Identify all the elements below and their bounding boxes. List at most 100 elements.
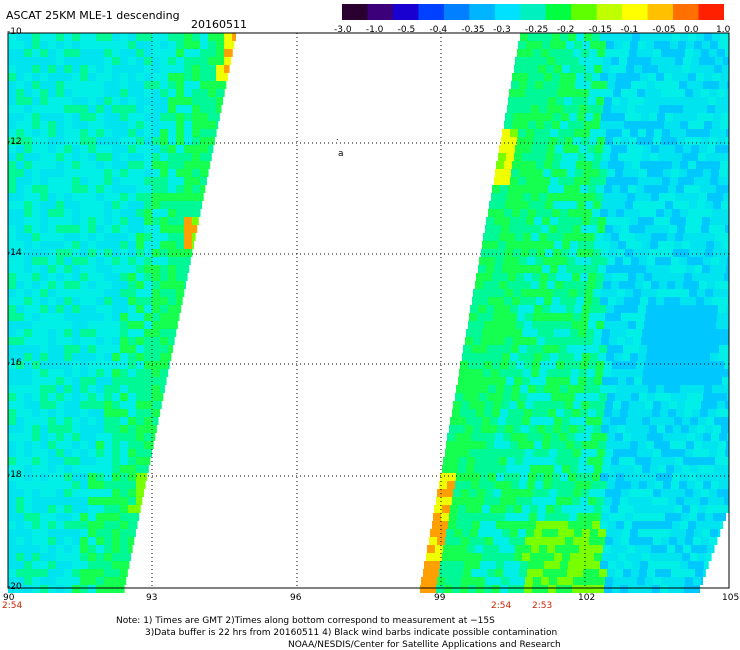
wind-cell-right: [535, 393, 543, 401]
wind-cell-right: [699, 105, 707, 113]
wind-cell-left: [32, 121, 40, 129]
wind-cell-left: [16, 305, 24, 313]
wind-cell-left: [104, 497, 112, 505]
wind-cell-left: [176, 129, 184, 137]
wind-cell-left: [144, 337, 152, 345]
wind-cell-left: [72, 497, 80, 505]
wind-cell-right: [643, 369, 651, 377]
wind-cell-right: [590, 41, 598, 49]
wind-cell-right: [686, 265, 694, 273]
wind-cell-right: [702, 41, 710, 49]
wind-cell-left: [48, 553, 56, 561]
wind-cell-left: [144, 409, 152, 417]
wind-cell-right: [689, 425, 697, 433]
wind-cell-left: [16, 161, 24, 169]
wind-cell-left: [120, 81, 128, 89]
wind-cell-left: [136, 441, 144, 449]
wind-cell-right: [725, 89, 729, 97]
wind-cell-left: [128, 553, 132, 561]
wind-cell-right: [715, 281, 723, 289]
wind-cell-left: [80, 305, 88, 313]
wind-cell-left: [64, 89, 72, 97]
wind-cell-right: [528, 561, 536, 569]
wind-cell-left: [104, 177, 112, 185]
wind-cell-right: [602, 505, 610, 513]
wind-cell-left: [8, 297, 16, 305]
wind-cell-left: [72, 401, 80, 409]
wind-cell-right: [723, 233, 729, 241]
wind-cell-right: [561, 425, 569, 433]
wind-cell-right: [727, 345, 729, 353]
wind-cell-right: [625, 249, 633, 257]
wind-cell-left: [120, 321, 128, 329]
wind-cell-right: [578, 153, 586, 161]
wind-cell-right: [592, 385, 600, 393]
wind-cell-right: [670, 41, 678, 49]
wind-cell-left: [120, 465, 128, 473]
wind-cell-left: [64, 257, 72, 265]
wind-cell-right: [721, 249, 729, 257]
wind-cell-left: [56, 377, 64, 385]
wind-cell-left: [144, 321, 152, 329]
wind-cell-right: [639, 481, 647, 489]
wind-cell-right: [612, 585, 620, 593]
wind-cell-right: [592, 473, 600, 481]
wind-cell-left: [8, 561, 16, 569]
wind-cell-left: [64, 553, 72, 561]
wind-cell-right: [578, 241, 586, 249]
wind-cell-left: [104, 217, 112, 225]
wind-cell-right: [606, 41, 614, 49]
wind-cell-right: [608, 161, 616, 169]
wind-cell-right: [585, 513, 593, 521]
wind-cell-right: [635, 57, 643, 65]
wind-cell-right: [681, 201, 689, 209]
wind-cell-right: [547, 281, 555, 289]
map-frame: [7, 32, 730, 589]
wind-cell-right: [518, 217, 526, 225]
wind-cell-right: [692, 97, 700, 105]
wind-cell-right: [537, 425, 545, 433]
wind-cell-right: [493, 225, 501, 233]
wind-cell-right: [668, 321, 676, 329]
wind-cell-left: [144, 449, 152, 457]
wind-cell-right: [447, 433, 455, 441]
wind-cell-right: [700, 185, 708, 193]
wind-cell-left: [48, 465, 56, 473]
wind-cell-right: [664, 33, 672, 41]
wind-cell-right: [519, 433, 527, 441]
wind-cell-right: [673, 201, 681, 209]
wind-cell-right: [496, 297, 504, 305]
wind-cell-left: [72, 297, 80, 305]
wind-cell-left: [128, 121, 136, 129]
wind-cell-right: [627, 57, 635, 65]
wind-cell-right: [666, 65, 674, 73]
wind-cell-left: [16, 73, 24, 81]
wind-cell-left: [112, 161, 120, 169]
wind-cell-left: [32, 105, 40, 113]
wind-cell-right: [608, 521, 616, 529]
wind-cell-left: [176, 169, 184, 177]
wind-cell-right: [491, 457, 499, 465]
wind-cell-left: [64, 297, 72, 305]
wind-cell-right: [630, 441, 638, 449]
wind-cell-right: [660, 409, 668, 417]
wind-cell-right: [586, 329, 594, 337]
wind-cell-right: [536, 297, 544, 305]
wind-cell-left: [56, 129, 64, 137]
wind-cell-right: [547, 233, 555, 241]
wind-cell-left: [32, 297, 40, 305]
wind-cell-left: [192, 153, 200, 161]
wind-cell-right: [632, 209, 640, 217]
wind-cell-right: [654, 305, 662, 313]
wind-cell-left: [208, 161, 211, 169]
wind-cell-right: [576, 521, 584, 529]
wind-cell-right: [515, 145, 523, 153]
wind-cell-right: [632, 561, 640, 569]
wind-cell-right: [676, 497, 684, 505]
wind-cell-right: [709, 449, 717, 457]
wind-cell-right: [642, 241, 650, 249]
wind-cell-right: [680, 161, 688, 169]
wind-cell-left: [136, 281, 144, 289]
wind-cell-left: [176, 105, 184, 113]
wind-cell-right: [644, 361, 652, 369]
